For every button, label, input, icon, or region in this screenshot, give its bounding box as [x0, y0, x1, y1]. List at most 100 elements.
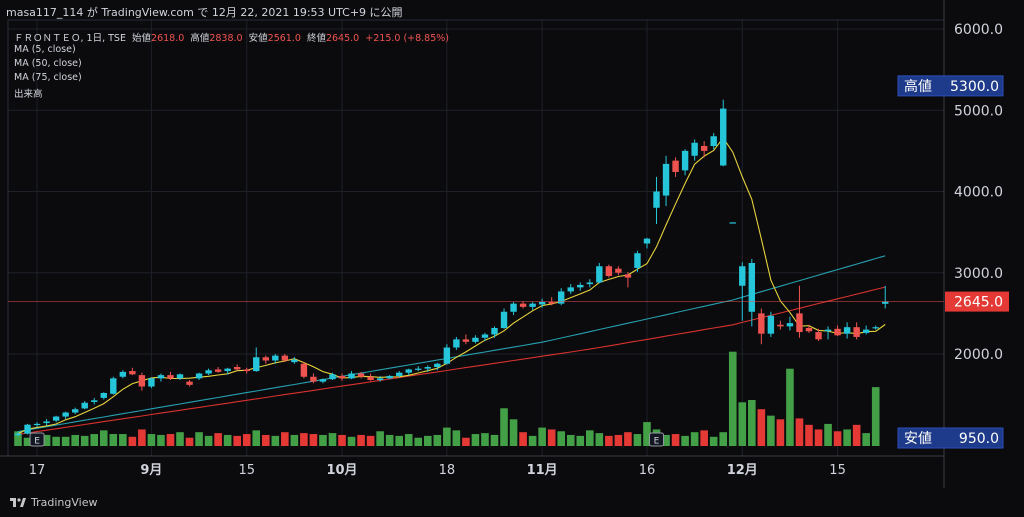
indicator-volume[interactable]: 出来高 — [14, 89, 43, 100]
candle — [700, 146, 708, 151]
candle — [481, 334, 489, 338]
candle — [443, 347, 451, 364]
candle — [615, 268, 622, 273]
high-price-badge — [897, 75, 1004, 97]
candles — [14, 99, 889, 437]
volume-bar — [462, 437, 470, 446]
indicator-ma50[interactable]: MA (50, close) — [14, 58, 82, 69]
candle — [319, 379, 327, 382]
indicator-ma5[interactable]: MA (5, close) — [14, 44, 76, 55]
candle — [586, 282, 593, 285]
price-labels: 高値 5300.0 2645.0 安値 950.0 — [897, 75, 1009, 449]
volume-bar — [128, 436, 137, 446]
x-tick-label: 10月 — [326, 463, 357, 478]
low-label: 安値 — [248, 33, 268, 44]
x-tick-label: 15 — [238, 463, 255, 478]
volume-bar — [185, 437, 194, 446]
volume-bar — [23, 437, 32, 446]
candle — [815, 332, 822, 340]
volume-bar — [500, 408, 508, 446]
volume-bar — [662, 434, 670, 446]
earnings-marker: E — [649, 432, 665, 447]
low-price-value: 950.0 — [959, 431, 999, 447]
volume-bar — [871, 387, 880, 446]
volume-bar — [395, 435, 403, 446]
candle — [624, 274, 632, 278]
candle — [567, 287, 574, 292]
volume-bar — [843, 429, 851, 446]
candle — [634, 253, 641, 268]
y-tick-label: 4000.0 — [954, 185, 1003, 201]
y-tick-label: 3000.0 — [954, 266, 1003, 282]
axes: 2000.0 3000.0 4000.0 5000.0 6000.0 17 9月 15 10月 1… — [0, 0, 1003, 488]
candle — [605, 266, 613, 276]
volume-bar — [71, 434, 79, 446]
volume-bar — [99, 430, 108, 446]
volume-bar — [719, 432, 728, 446]
candle — [596, 266, 603, 283]
price-label-low: 安値 950.0 — [897, 427, 1004, 449]
candle — [386, 375, 393, 379]
candle — [882, 301, 889, 304]
x-tick-label: 15 — [829, 463, 846, 478]
symbol-info: ＦＲＯＮＴＥＯ, 1日, TSE 始値2618.0 高値2838.0 安値256… — [14, 30, 449, 44]
candle — [834, 328, 841, 336]
volume-bar — [614, 434, 623, 446]
candle — [376, 378, 384, 380]
candle — [862, 329, 870, 333]
volume-bar — [328, 433, 337, 446]
low-value: 2561.0 — [267, 33, 301, 44]
candle — [24, 424, 31, 434]
candle — [519, 303, 527, 307]
volume-bar — [738, 402, 747, 446]
volume-bar — [805, 424, 813, 446]
candle — [577, 284, 584, 288]
indicator-ma75[interactable]: MA (75, close) — [14, 72, 82, 83]
volume-bar — [309, 434, 318, 446]
candle — [643, 238, 651, 244]
candle — [205, 370, 212, 374]
volume-bar — [767, 415, 775, 446]
volume-bar — [786, 368, 794, 446]
close-label: 終値 — [306, 33, 326, 44]
volume-bar — [633, 434, 642, 446]
candle — [71, 409, 79, 413]
high-price-caption: 高値 — [904, 78, 932, 95]
candle — [176, 374, 184, 379]
volume-bar — [519, 432, 527, 446]
candle — [167, 375, 174, 379]
last-price-badge — [945, 291, 1009, 312]
candle — [52, 416, 60, 421]
volume-bar — [471, 434, 480, 446]
candle — [33, 423, 41, 426]
candle — [43, 421, 50, 424]
volume-bar — [586, 430, 594, 446]
volume-bar — [14, 431, 22, 446]
candle — [548, 302, 555, 304]
candle — [786, 323, 794, 327]
volume-bar — [223, 434, 232, 446]
candle — [233, 367, 241, 370]
x-tick-label: 18 — [439, 463, 456, 478]
earnings-marker: E — [29, 432, 45, 447]
candle — [396, 372, 403, 376]
volume-bar — [338, 434, 346, 446]
candle — [729, 222, 736, 224]
volume-bar — [528, 435, 537, 446]
volume-bar — [319, 434, 327, 446]
last-price-value: 2645.0 — [954, 295, 1003, 311]
y-tick-label: 6000.0 — [954, 22, 1003, 38]
volume-bar — [862, 433, 870, 446]
open-label: 始値 — [132, 33, 152, 44]
candle — [767, 315, 775, 334]
candle — [653, 191, 660, 208]
y-tick-label: 5000.0 — [954, 103, 1003, 119]
earnings-marker-label: E — [34, 437, 40, 447]
volume-bar — [252, 430, 261, 446]
volume-bar — [824, 423, 832, 446]
ma50-line — [17, 255, 886, 433]
candle — [720, 108, 727, 166]
volume-bar — [61, 436, 70, 446]
candle — [472, 337, 479, 342]
